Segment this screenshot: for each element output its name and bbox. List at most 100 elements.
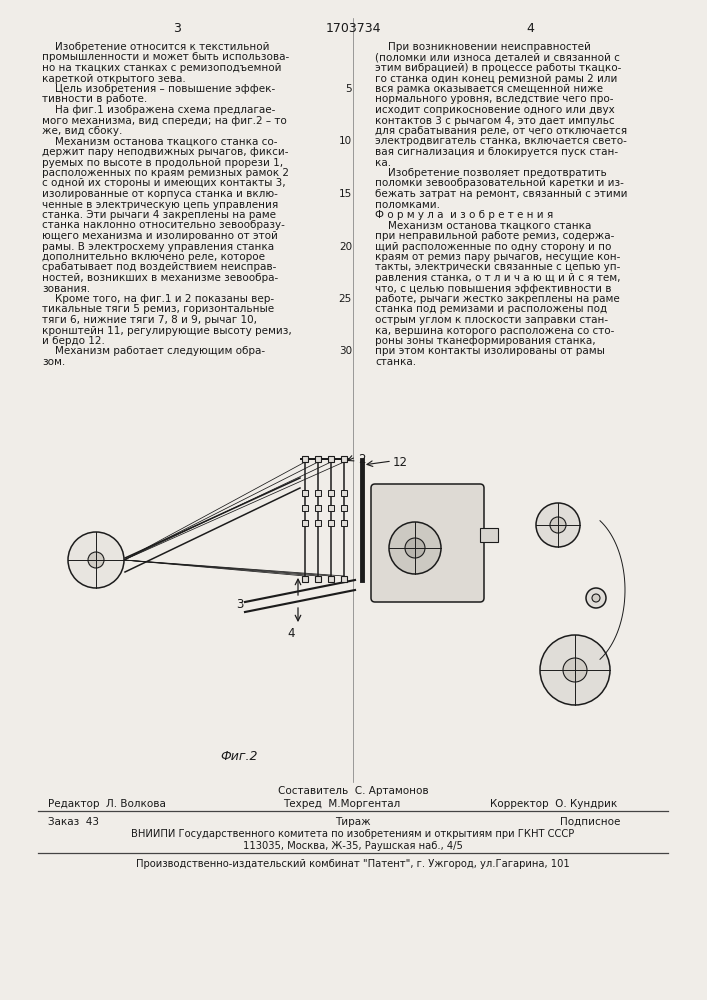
Text: бежать затрат на ремонт, связанный с этими: бежать затрат на ремонт, связанный с эти… <box>375 189 628 199</box>
Bar <box>328 576 334 582</box>
Circle shape <box>563 658 587 682</box>
Text: электродвигатель станка, включается свето-: электродвигатель станка, включается свет… <box>375 136 627 146</box>
Text: Механизм останова ткацкого станка: Механизм останова ткацкого станка <box>375 221 591 231</box>
Text: Ф о р м у л а  и з о б р е т е н и я: Ф о р м у л а и з о б р е т е н и я <box>375 210 554 220</box>
Text: кареткой открытого зева.: кареткой открытого зева. <box>42 74 186 84</box>
Text: тивности в работе.: тивности в работе. <box>42 95 147 104</box>
Bar <box>328 520 334 526</box>
Bar <box>480 528 498 542</box>
Bar <box>341 576 347 582</box>
Circle shape <box>540 635 610 705</box>
Bar <box>302 576 308 582</box>
Text: ка, вершина которого расположена со сто-: ка, вершина которого расположена со сто- <box>375 326 614 336</box>
Text: рамы. В электросхему управления станка: рамы. В электросхему управления станка <box>42 241 274 251</box>
Text: но на ткацких станках с ремизоподъемной: но на ткацких станках с ремизоподъемной <box>42 63 281 73</box>
Circle shape <box>592 594 600 602</box>
Bar <box>315 490 321 496</box>
Text: Корректор  О. Кундрик: Корректор О. Кундрик <box>490 799 617 809</box>
Text: (поломки или износа деталей и связанной с: (поломки или износа деталей и связанной … <box>375 52 620 62</box>
Text: поломками.: поломками. <box>375 200 440 210</box>
Bar <box>302 490 308 496</box>
Text: станка. Эти рычаги 4 закреплены на раме: станка. Эти рычаги 4 закреплены на раме <box>42 210 276 220</box>
Text: изолированные от корпуса станка и вклю-: изолированные от корпуса станка и вклю- <box>42 189 278 199</box>
Circle shape <box>405 538 425 558</box>
Text: держит пару неподвижных рычагов, фикси-: держит пару неподвижных рычагов, фикси- <box>42 147 288 157</box>
Text: краям от ремиз пару рычагов, несущие кон-: краям от ремиз пару рычагов, несущие кон… <box>375 252 620 262</box>
Text: щий расположенные по одну сторону и по: щий расположенные по одну сторону и по <box>375 241 612 251</box>
Text: го станка один конец ремизной рамы 2 или: го станка один конец ремизной рамы 2 или <box>375 74 617 84</box>
Text: 15: 15 <box>339 189 352 199</box>
Text: 3: 3 <box>236 598 243 611</box>
Bar <box>302 505 308 511</box>
Text: Заказ  43: Заказ 43 <box>48 817 99 827</box>
Text: 113035, Москва, Ж-35, Раушская наб., 4/5: 113035, Москва, Ж-35, Раушская наб., 4/5 <box>243 841 463 851</box>
Bar <box>341 456 347 462</box>
Bar <box>328 505 334 511</box>
Text: 25: 25 <box>339 294 352 304</box>
Text: Механизм работает следующим обра-: Механизм работает следующим обра- <box>42 347 265 357</box>
Bar <box>302 520 308 526</box>
Text: 5: 5 <box>346 84 352 94</box>
Bar <box>341 505 347 511</box>
FancyBboxPatch shape <box>371 484 484 602</box>
Circle shape <box>550 517 566 533</box>
Text: кронштейн 11, регулирующие высоту ремиз,: кронштейн 11, регулирующие высоту ремиз, <box>42 326 292 336</box>
Bar <box>315 505 321 511</box>
Text: дополнительно включено реле, которое: дополнительно включено реле, которое <box>42 252 265 262</box>
Text: исходит соприкосновение одного или двух: исходит соприкосновение одного или двух <box>375 105 615 115</box>
Text: Фиг.2: Фиг.2 <box>220 750 257 763</box>
Bar <box>315 576 321 582</box>
Text: Механизм останова ткацкого станка со-: Механизм останова ткацкого станка со- <box>42 136 278 146</box>
Text: ностей, возникших в механизме зевообра-: ностей, возникших в механизме зевообра- <box>42 273 279 283</box>
Circle shape <box>586 588 606 608</box>
Text: 30: 30 <box>339 347 352 357</box>
Text: промышленности и может быть использова-: промышленности и может быть использова- <box>42 52 289 62</box>
Text: равления станка, о т л и ч а ю щ и й с я тем,: равления станка, о т л и ч а ю щ и й с я… <box>375 273 621 283</box>
Text: что, с целью повышения эффективности в: что, с целью повышения эффективности в <box>375 284 612 294</box>
Bar <box>315 520 321 526</box>
Text: станка.: станка. <box>375 357 416 367</box>
Text: ка.: ка. <box>375 157 391 167</box>
Text: мого механизма, вид спереди; на фиг.2 – то: мого механизма, вид спереди; на фиг.2 – … <box>42 115 287 125</box>
Circle shape <box>536 503 580 547</box>
Text: при неправильной работе ремиз, содержа-: при неправильной работе ремиз, содержа- <box>375 231 614 241</box>
Text: 4: 4 <box>526 22 534 35</box>
Circle shape <box>389 522 441 574</box>
Circle shape <box>68 532 124 588</box>
Bar <box>315 456 321 462</box>
Text: ющего механизма и изолированно от этой: ющего механизма и изолированно от этой <box>42 231 278 241</box>
Text: 12: 12 <box>393 456 408 469</box>
Text: контактов 3 с рычагом 4, это дает импульс: контактов 3 с рычагом 4, это дает импуль… <box>375 115 614 125</box>
Bar <box>302 456 308 462</box>
Text: руемых по высоте в продольной прорези 1,: руемых по высоте в продольной прорези 1, <box>42 157 283 167</box>
Text: с одной их стороны и имеющих контакты 3,: с одной их стороны и имеющих контакты 3, <box>42 178 286 188</box>
Text: острым углом к плоскости заправки стан-: острым углом к плоскости заправки стан- <box>375 315 608 325</box>
Text: 2: 2 <box>358 453 366 466</box>
Bar <box>328 456 334 462</box>
Text: же, вид сбоку.: же, вид сбоку. <box>42 126 122 136</box>
Text: ченные в электрическую цепь управления: ченные в электрическую цепь управления <box>42 200 279 210</box>
Bar <box>341 490 347 496</box>
Text: станка под ремизами и расположены под: станка под ремизами и расположены под <box>375 304 607 314</box>
Text: 20: 20 <box>339 241 352 251</box>
Text: станка наклонно относительно зевообразу-: станка наклонно относительно зевообразу- <box>42 221 285 231</box>
Text: Редактор  Л. Волкова: Редактор Л. Волкова <box>48 799 166 809</box>
Text: вая сигнализация и блокируется пуск стан-: вая сигнализация и блокируется пуск стан… <box>375 147 618 157</box>
Text: 4: 4 <box>287 627 295 640</box>
Text: 1703734: 1703734 <box>325 22 381 35</box>
Text: Кроме того, на фиг.1 и 2 показаны вер-: Кроме того, на фиг.1 и 2 показаны вер- <box>42 294 274 304</box>
Text: ВНИИПИ Государственного комитета по изобретениям и открытиям при ГКНТ СССР: ВНИИПИ Государственного комитета по изоб… <box>132 829 575 839</box>
Text: Составитель  С. Артамонов: Составитель С. Артамонов <box>278 786 428 796</box>
Text: вся рамка оказывается смещенной ниже: вся рамка оказывается смещенной ниже <box>375 84 603 94</box>
Text: Изобретение относится к текстильной: Изобретение относится к текстильной <box>42 42 269 52</box>
Text: Производственно-издательский комбинат "Патент", г. Ужгород, ул.Гагарина, 101: Производственно-издательский комбинат "П… <box>136 859 570 869</box>
Text: такты, электрически связанные с цепью уп-: такты, электрически связанные с цепью уп… <box>375 262 620 272</box>
Text: роны зоны тканеформирования станка,: роны зоны тканеформирования станка, <box>375 336 595 346</box>
Text: 10: 10 <box>339 136 352 146</box>
Text: Техред  М.Моргентал: Техред М.Моргентал <box>283 799 400 809</box>
Text: и бердо 12.: и бердо 12. <box>42 336 105 346</box>
Text: 3: 3 <box>173 22 181 35</box>
Bar <box>328 490 334 496</box>
Text: Изобретение позволяет предотвратить: Изобретение позволяет предотвратить <box>375 168 607 178</box>
Text: тикальные тяги 5 ремиз, горизонтальные: тикальные тяги 5 ремиз, горизонтальные <box>42 304 274 314</box>
